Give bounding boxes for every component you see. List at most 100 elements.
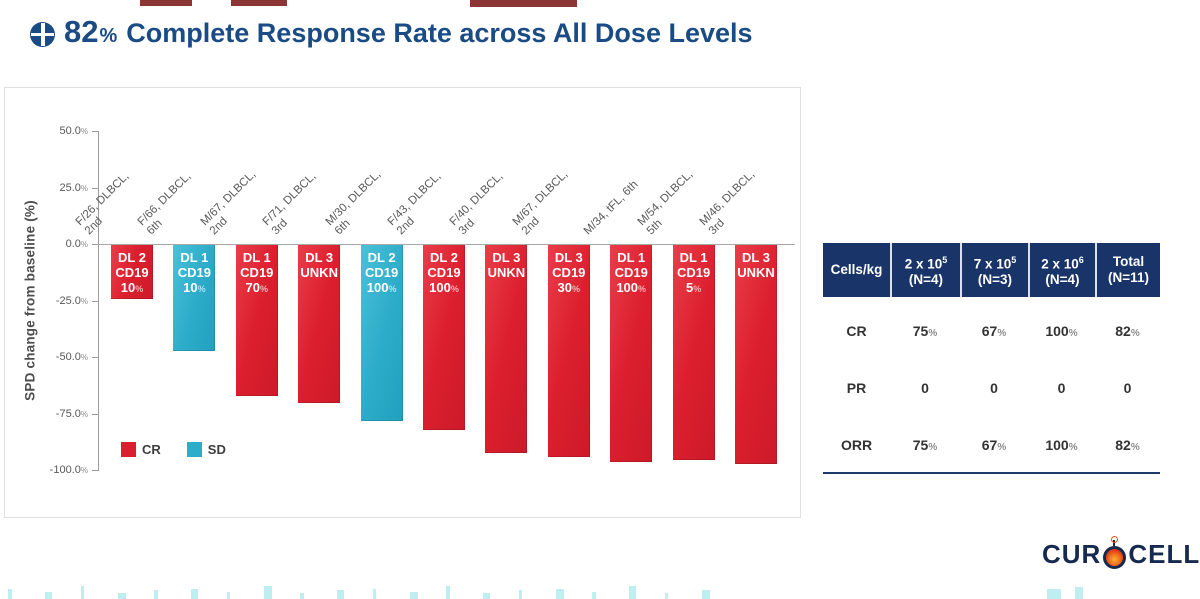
bar: DL 2 CD19 100% <box>423 245 465 430</box>
response-table: Cells/kg 2 x 105 (N=4) 7 x 105 (N=3) 2 x 106(… <box>823 243 1160 475</box>
table-value-cell: 82% <box>1115 323 1140 339</box>
logo-o-cell-icon <box>1103 536 1127 569</box>
bar: DL 3 UNKN <box>735 245 777 464</box>
bottom-edge-artifact <box>409 592 418 599</box>
bar-label: DL 2 CD19 100% <box>427 250 461 295</box>
table-value-cell: 0 <box>1057 380 1066 396</box>
bottom-edge-artifact <box>1075 587 1083 599</box>
chart-legend: CR SD <box>121 442 252 457</box>
bottom-edge-artifact <box>154 590 158 599</box>
legend-label-cr: CR <box>142 442 161 457</box>
bar: DL 2 CD19 100% <box>360 245 403 421</box>
legend-label-sd: SD <box>207 442 226 457</box>
table-value-cell: 75% <box>912 437 938 453</box>
table-row-cr: CR 75% 67% 100% 82% <box>823 317 1160 345</box>
row-label: ORR <box>840 437 873 453</box>
y-tick-label: -50.0% <box>55 351 88 363</box>
bottom-edge-artifact <box>373 589 376 599</box>
bar: DL 3 UNKN <box>485 245 528 453</box>
zero-baseline <box>98 244 795 245</box>
bottom-edge-artifact <box>44 592 52 599</box>
table-header-cell: 2 x 105 (N=4) <box>890 243 960 297</box>
table-header-cell: 2 x 106 (N=4) <box>1028 243 1095 297</box>
y-tick-mark <box>92 131 98 132</box>
bottom-edge-artifact <box>81 586 84 599</box>
bottom-edge-artifact <box>628 586 636 599</box>
logo-text-left: CUR <box>1042 539 1102 569</box>
table-bottom-rule <box>823 472 1160 474</box>
bar-label: DL 1 CD19 5% <box>676 250 711 295</box>
row-label: CR <box>846 323 867 339</box>
bottom-edge-artifact <box>592 592 596 599</box>
table-header-cell: 7 x 105 (N=3) <box>960 243 1028 297</box>
legend-swatch-sd <box>186 442 202 457</box>
slide-title: 82 % Complete Response Rate across All D… <box>64 14 753 50</box>
table-value-cell: 0 <box>990 380 998 396</box>
bottom-edge-artifact <box>190 589 198 599</box>
y-tick-mark <box>92 244 98 245</box>
bottom-edge-artifact <box>227 592 230 599</box>
bar-label: DL 3 UNKN <box>300 250 338 280</box>
table-header-cell: Total (N=11) <box>1095 243 1160 297</box>
y-tick-label: 50.0% <box>59 125 88 137</box>
top-edge-artifact <box>140 0 192 6</box>
y-tick-mark <box>92 187 98 189</box>
y-tick-mark <box>92 470 98 471</box>
table-value-cell: 82% <box>1115 437 1140 453</box>
bar-label: DL 3 CD19 30% <box>552 250 586 295</box>
y-axis-line <box>98 131 99 471</box>
y-tick-label: 0.0% <box>65 238 88 250</box>
table-value-cell: 67% <box>981 323 1007 339</box>
y-tick-mark <box>92 357 98 358</box>
bottom-edge-artifact <box>117 593 126 599</box>
bottom-edge-artifact <box>336 590 344 599</box>
bar-label: DL 1 CD19 70% <box>240 250 274 295</box>
bar: DL 1 CD19 70% <box>235 245 278 396</box>
title-percent: 82 <box>64 14 99 49</box>
bottom-edge-artifact <box>1047 589 1061 599</box>
response-table-header: Cells/kg 2 x 105 (N=4) 7 x 105 (N=3) 2 x 106(… <box>823 243 1160 297</box>
top-edge-artifact <box>470 0 577 7</box>
y-tick-label: -25.0% <box>55 294 88 307</box>
bottom-edge-artifact <box>555 589 564 599</box>
table-value-cell: 0 <box>1123 380 1132 396</box>
bar: DL 3 UNKN <box>298 245 341 403</box>
legend-swatch-cr <box>121 442 136 457</box>
plus-circle-icon <box>30 21 55 47</box>
slide-title-row: 82 % Complete Response Rate across All D… <box>30 14 753 50</box>
logo-antenna-icon <box>1111 536 1119 546</box>
top-edge-artifact <box>231 0 287 6</box>
bottom-edge-artifact <box>482 593 490 599</box>
bar-label: DL 2 CD19 100% <box>364 250 399 295</box>
bottom-edge-artifact <box>8 589 12 599</box>
y-tick-label: -75.0% <box>55 407 88 420</box>
y-tick-label: -100.0% <box>49 464 88 476</box>
bar-label: DL 1 CD19 10% <box>177 250 212 295</box>
bar: DL 2 CD19 10% <box>111 245 153 299</box>
bottom-edge-artifact <box>701 590 710 599</box>
table-value-cell: 100% <box>1045 437 1078 453</box>
bar: DL 1 CD19 10% <box>173 245 216 351</box>
curocell-logo: CUR CELL <box>1042 536 1200 570</box>
row-label: PR <box>846 380 867 396</box>
table-row-orr: ORR 75% 67% 100% 82% <box>823 431 1160 459</box>
bar-label: DL 3 UNKN <box>487 250 526 280</box>
bottom-edge-artifact <box>300 593 304 599</box>
y-tick-label: 25.0% <box>59 181 88 194</box>
bar-label: DL 3 UNKN <box>737 250 775 280</box>
table-value-cell: 100% <box>1045 323 1078 339</box>
bottom-edge-artifact <box>665 593 668 599</box>
bottom-edge-artifact <box>263 586 272 599</box>
title-percent-sign: % <box>99 25 118 47</box>
table-value-cell: 67% <box>981 437 1007 453</box>
bar: DL 1 CD19 5% <box>672 245 715 460</box>
y-tick-mark <box>92 300 98 302</box>
bar: DL 1 CD19 100% <box>610 245 653 462</box>
bar: DL 3 CD19 30% <box>547 245 590 457</box>
table-value-cell: 0 <box>921 380 929 396</box>
table-value-cell: 75% <box>912 323 938 339</box>
y-tick-mark <box>92 413 98 415</box>
bar-label: DL 1 CD19 100% <box>614 250 648 295</box>
title-text: Complete Response Rate across All Dose L… <box>126 18 753 48</box>
